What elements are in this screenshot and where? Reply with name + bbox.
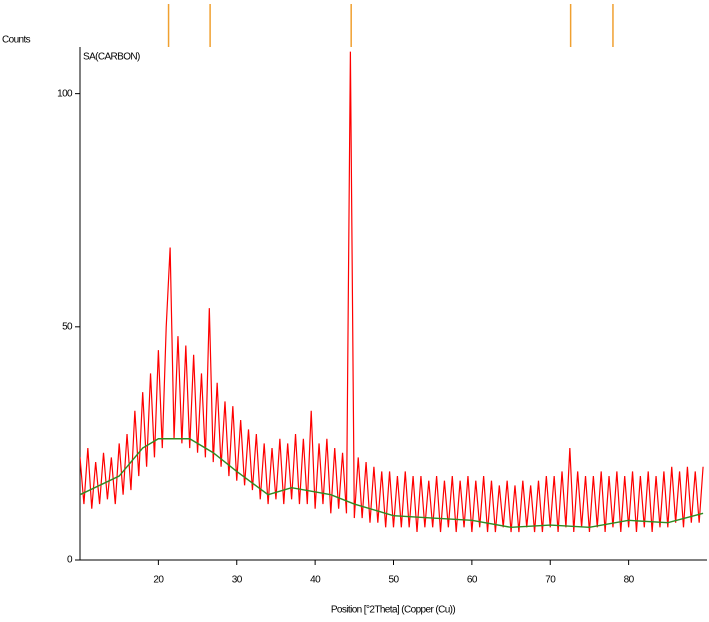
x-tick-label: 60 bbox=[467, 575, 478, 586]
data-line bbox=[80, 438, 704, 529]
x-tick-label: 50 bbox=[389, 575, 400, 586]
chart-title: SA(CARBON) bbox=[83, 52, 140, 63]
y-tick-label: 50 bbox=[62, 321, 73, 332]
x-tick-label: 20 bbox=[153, 575, 164, 586]
y-tick-label: 100 bbox=[57, 88, 73, 99]
x-tick-label: 70 bbox=[545, 575, 556, 586]
x-tick-label: 80 bbox=[624, 575, 635, 586]
y-axis-label: Counts bbox=[2, 35, 31, 46]
x-axis-label: Position [°2Theta] (Copper (Cu)) bbox=[331, 605, 456, 616]
data-line bbox=[80, 51, 704, 533]
x-tick-label: 40 bbox=[310, 575, 321, 586]
plot-area bbox=[80, 51, 704, 533]
y-tick-label: 0 bbox=[67, 555, 73, 566]
x-tick-label: 30 bbox=[232, 575, 243, 586]
